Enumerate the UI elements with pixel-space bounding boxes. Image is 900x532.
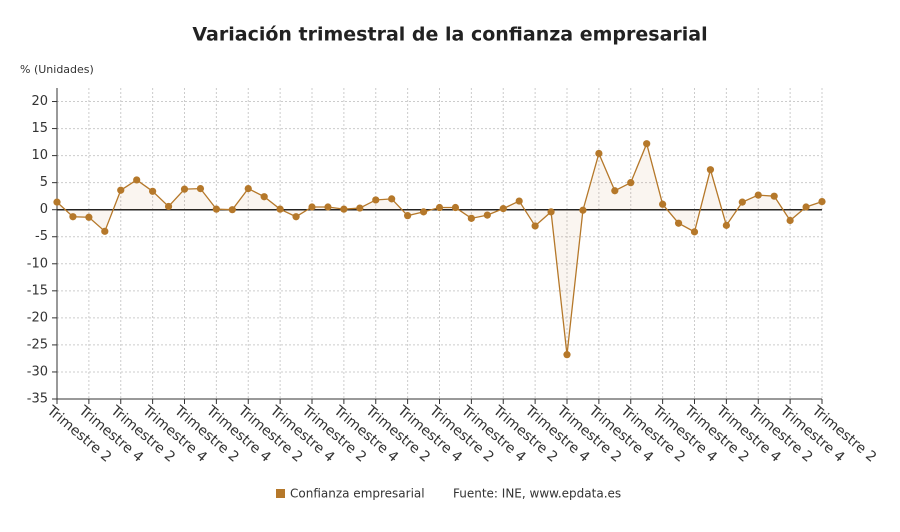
point: [563, 351, 571, 359]
point: [228, 206, 236, 214]
point: [627, 179, 635, 187]
source: Fuente: INE, www.epdata.es: [453, 487, 621, 501]
point: [611, 187, 619, 195]
y-axis-label: % (Unidades): [20, 63, 94, 76]
point: [467, 214, 475, 222]
point: [738, 198, 746, 206]
point: [244, 185, 252, 193]
point: [180, 185, 189, 193]
point: [802, 203, 810, 211]
point: [85, 213, 93, 221]
point: [372, 196, 380, 204]
point: [308, 203, 316, 211]
point: [212, 205, 220, 213]
point: [722, 221, 730, 229]
point: [659, 200, 667, 208]
point: [515, 197, 523, 205]
point: [435, 203, 444, 212]
y-tick-label: 20: [31, 94, 48, 109]
point: [404, 212, 412, 220]
point: [69, 213, 77, 221]
point: [499, 205, 507, 213]
point: [483, 211, 491, 219]
point: [531, 222, 539, 230]
point: [164, 202, 173, 211]
point: [340, 205, 348, 213]
y-tick-label: -5: [35, 229, 48, 244]
y-tick-label: -20: [27, 310, 48, 325]
y-tick-label: -25: [27, 337, 48, 352]
point: [595, 149, 603, 158]
point: [388, 195, 396, 203]
y-tick-label: -10: [27, 256, 48, 271]
point: [276, 205, 284, 213]
point: [674, 219, 683, 227]
point: [133, 176, 141, 184]
point: [643, 140, 651, 148]
legend-label: Confianza empresarial: [290, 487, 425, 501]
point: [547, 208, 555, 216]
y-tick-label: -15: [27, 283, 48, 298]
point: [292, 213, 300, 221]
point: [786, 216, 794, 225]
point: [706, 166, 715, 174]
point: [101, 227, 109, 235]
point: [117, 186, 125, 194]
y-tick-label: 5: [40, 175, 48, 190]
point: [419, 208, 428, 216]
point: [770, 192, 778, 200]
y-tick-label: -35: [27, 392, 48, 407]
chart-title: Variación trimestral de la confianza emp…: [192, 24, 707, 46]
legend-swatch: [276, 489, 285, 498]
y-tick-label: 0: [40, 202, 48, 217]
point: [324, 203, 332, 211]
point: [53, 198, 61, 206]
point: [818, 197, 826, 206]
y-tick-label: 10: [31, 148, 48, 163]
y-tick-label: 15: [31, 121, 48, 136]
point: [579, 206, 587, 214]
point: [451, 203, 460, 212]
point: [260, 193, 268, 201]
point: [149, 187, 157, 195]
point: [690, 228, 699, 236]
y-tick-label: -30: [27, 364, 48, 379]
point: [356, 204, 364, 212]
point: [754, 191, 762, 199]
area: [57, 143, 822, 355]
point: [196, 185, 205, 193]
